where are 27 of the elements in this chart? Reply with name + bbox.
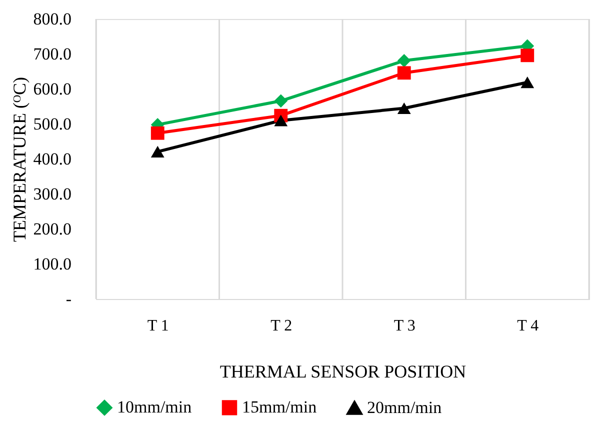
point	[520, 76, 534, 88]
legend-label: 10mm/min	[117, 398, 192, 417]
point	[397, 66, 411, 80]
legend-label: 20mm/min	[367, 398, 442, 418]
y-axis-title: TEMPERATURE (ᴼC)	[9, 76, 30, 242]
x-tick-label: T 4	[517, 318, 539, 334]
x-tick-label: T 1	[147, 318, 169, 334]
point	[150, 126, 164, 140]
y-tick-label: 300.0	[33, 184, 72, 204]
y-tick-label: 800.0	[33, 10, 72, 28]
point	[520, 48, 534, 62]
x-axis-title: THERMAL SENSOR POSITION	[220, 362, 466, 382]
y-tick-label: 700.0	[33, 44, 72, 64]
legend-label: 15mm/min	[242, 398, 318, 417]
y-tick-label: 400.0	[33, 150, 72, 168]
x-tick-label: T 3	[394, 318, 416, 334]
point	[397, 54, 411, 68]
point	[150, 146, 164, 158]
point	[397, 102, 411, 114]
point	[274, 114, 288, 126]
y-tick-label: 600.0	[33, 80, 72, 98]
y-tick-label: -	[66, 290, 72, 308]
x-tick-label: T 2	[270, 318, 292, 334]
y-tick-label: 100.0	[33, 254, 72, 274]
y-tick-label: 200.0	[33, 220, 72, 238]
y-tick-label: 500.0	[33, 114, 72, 134]
point	[274, 94, 288, 108]
